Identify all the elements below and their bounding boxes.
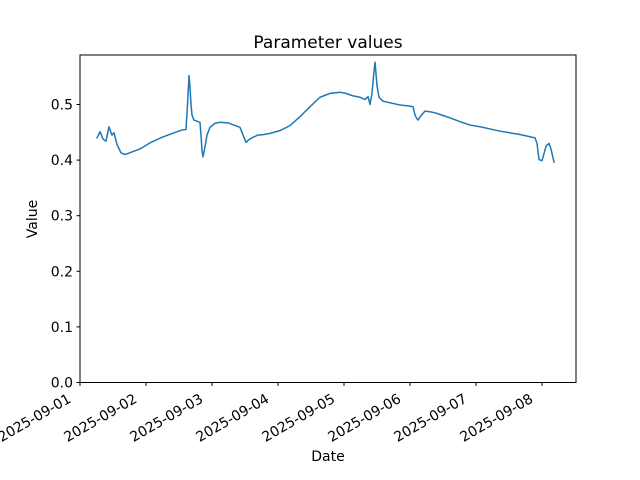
x-tick-label: 2025-09-04 bbox=[194, 391, 273, 446]
x-axis-tick-labels: 2025-09-012025-09-022025-09-032025-09-04… bbox=[0, 391, 536, 446]
x-axis-ticks bbox=[79, 382, 543, 386]
chart-title: Parameter values bbox=[253, 33, 402, 53]
y-axis-tick-labels: 0.0 0.1 0.2 0.3 0.4 0.5 bbox=[51, 97, 73, 391]
y-tick-label: 0.2 bbox=[51, 264, 73, 280]
y-tick-label: 0.5 bbox=[51, 97, 73, 113]
plot-area bbox=[79, 54, 577, 383]
x-tick-label: 2025-09-02 bbox=[62, 391, 140, 446]
data-line bbox=[96, 61, 555, 164]
y-tick-label: 0.4 bbox=[51, 153, 73, 169]
y-tick-label: 0.0 bbox=[51, 376, 73, 392]
y-axis-ticks bbox=[76, 103, 80, 383]
x-axis-label: Date bbox=[311, 449, 344, 465]
x-tick-label: 2025-09-05 bbox=[260, 391, 338, 446]
y-tick-label: 0.3 bbox=[51, 209, 73, 225]
x-tick-label: 2025-09-01 bbox=[0, 391, 74, 446]
x-tick-label: 2025-09-07 bbox=[392, 391, 470, 446]
x-tick-label: 2025-09-03 bbox=[128, 391, 206, 446]
data-series bbox=[96, 61, 555, 164]
y-tick-label: 0.1 bbox=[51, 320, 73, 336]
x-tick-label: 2025-09-06 bbox=[326, 391, 405, 446]
x-tick-label: 2025-09-08 bbox=[458, 391, 536, 446]
y-axis-label: Value bbox=[25, 200, 41, 238]
